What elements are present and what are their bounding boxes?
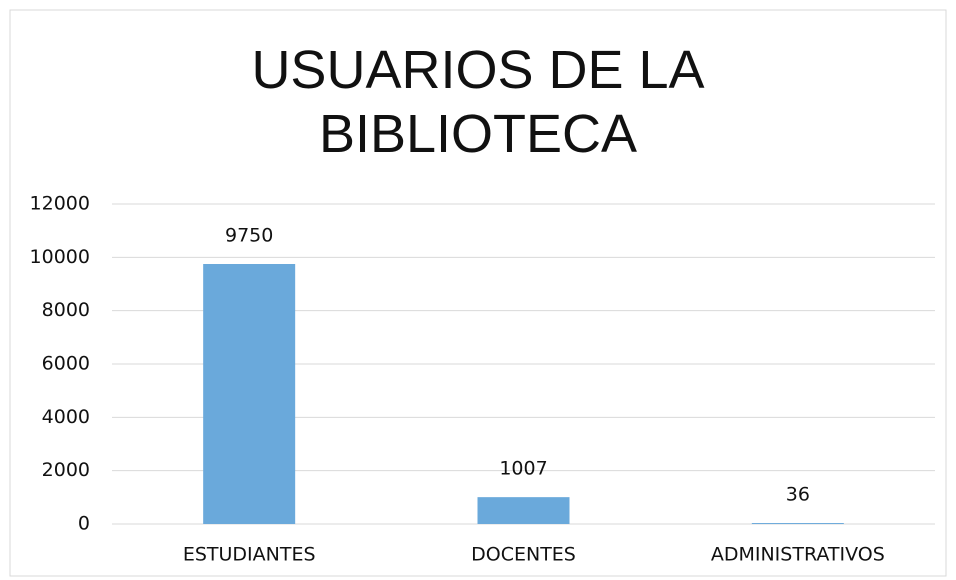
x-tick-label: ADMINISTRATIVOS — [711, 544, 885, 566]
y-tick-label: 2000 — [42, 459, 90, 481]
data-label: 1007 — [499, 458, 547, 480]
bar — [751, 523, 844, 524]
bar — [477, 497, 570, 524]
y-tick-label: 6000 — [42, 353, 90, 375]
chart-title: USUARIOS DE LA BIBLIOTECA — [251, 40, 705, 164]
data-label: 9750 — [225, 225, 273, 247]
x-tick-label: ESTUDIANTES — [183, 544, 316, 566]
y-tick-label: 0 — [78, 513, 90, 535]
x-tick-label: DOCENTES — [471, 544, 576, 566]
y-tick-label: 8000 — [42, 299, 90, 321]
y-tick-label: 4000 — [42, 406, 90, 428]
y-tick-label: 12000 — [30, 193, 90, 215]
y-tick-label: 10000 — [30, 246, 90, 268]
data-label: 36 — [786, 484, 810, 506]
bar — [203, 264, 296, 524]
chart-border — [9, 9, 947, 577]
